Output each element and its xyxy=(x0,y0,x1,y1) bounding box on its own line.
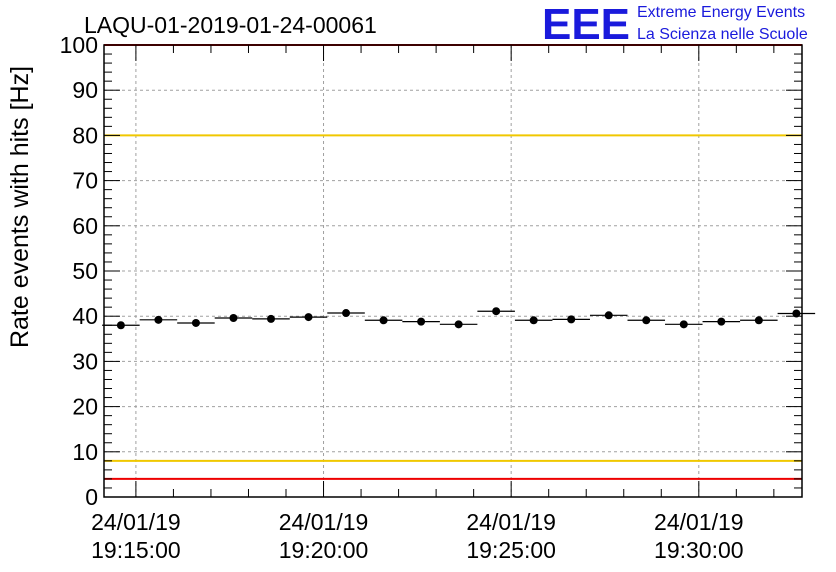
y-tick-label: 20 xyxy=(72,394,98,420)
data-point xyxy=(116,321,125,330)
data-point xyxy=(417,317,426,326)
data-point xyxy=(454,320,463,329)
chart-title: LAQU-01-2019-01-24-00061 xyxy=(84,12,377,38)
data-point xyxy=(342,309,351,318)
x-tick-time: 19:15:00 xyxy=(91,537,181,563)
y-tick-label: 0 xyxy=(85,484,98,510)
y-axis-title: Rate events with hits [Hz] xyxy=(6,66,34,348)
eee-logo: EEE Extreme Energy Events La Scienza nel… xyxy=(542,0,808,49)
data-point xyxy=(191,318,200,327)
y-tick-label: 70 xyxy=(72,168,98,194)
data-point xyxy=(717,317,726,326)
data-points xyxy=(102,307,816,330)
data-point xyxy=(379,316,388,325)
x-tick-date: 24/01/19 xyxy=(279,509,369,535)
data-point xyxy=(492,307,501,316)
data-point xyxy=(567,315,576,324)
axes: 010203040506070809010024/01/1919:15:0024… xyxy=(60,32,802,563)
data-point xyxy=(266,314,275,323)
data-point xyxy=(529,316,538,325)
x-tick-date: 24/01/19 xyxy=(654,509,744,535)
data-point xyxy=(679,320,688,329)
y-tick-label: 30 xyxy=(72,348,98,374)
x-tick-date: 24/01/19 xyxy=(466,509,556,535)
data-point xyxy=(754,316,763,325)
logo-letters: EEE xyxy=(542,0,630,49)
y-tick-label: 50 xyxy=(72,258,98,284)
y-tick-label: 40 xyxy=(72,303,98,329)
logo-line-2: La Scienza nelle Scuole xyxy=(637,26,808,43)
data-point xyxy=(304,313,313,322)
data-point xyxy=(642,316,651,325)
x-tick-time: 19:25:00 xyxy=(466,537,556,563)
data-point xyxy=(604,311,613,320)
logo-line-1: Extreme Energy Events xyxy=(637,4,805,21)
x-tick-time: 19:20:00 xyxy=(279,537,369,563)
y-tick-label: 80 xyxy=(72,122,98,148)
y-tick-label: 100 xyxy=(60,32,98,58)
data-point xyxy=(229,314,238,323)
y-tick-label: 90 xyxy=(72,77,98,103)
x-tick-date: 24/01/19 xyxy=(91,509,181,535)
data-point xyxy=(792,309,801,318)
y-tick-label: 60 xyxy=(72,213,98,239)
data-point xyxy=(154,315,163,324)
x-tick-time: 19:30:00 xyxy=(654,537,744,563)
y-tick-label: 10 xyxy=(72,439,98,465)
